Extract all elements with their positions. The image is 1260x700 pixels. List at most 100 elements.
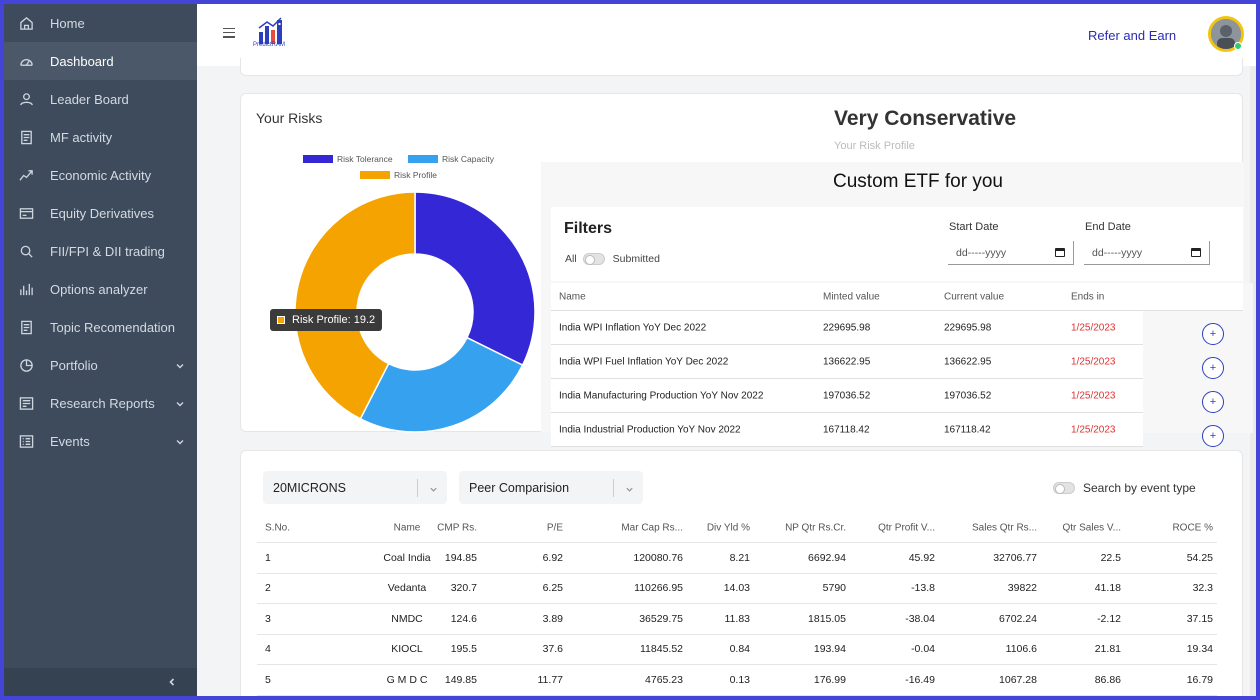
etf-cell-minted: 167118.42 — [823, 424, 870, 435]
add-etf-button[interactable]: + — [1202, 323, 1224, 345]
start-date-input[interactable]: dd-----yyyy — [948, 241, 1074, 265]
add-etf-button[interactable]: + — [1202, 357, 1224, 379]
column-header[interactable]: Ends in — [1071, 291, 1105, 302]
document-icon — [18, 319, 34, 335]
donut-slice-risk-tolerance[interactable] — [414, 191, 536, 367]
risk-donut-chart[interactable] — [293, 190, 537, 434]
logo-text: PredictRAM — [253, 42, 286, 48]
table-cell: 32.3 — [1192, 582, 1213, 595]
list-icon — [18, 433, 34, 449]
add-etf-button[interactable]: + — [1202, 425, 1224, 447]
table-cell: -0.04 — [911, 643, 935, 656]
legend-risk-profile[interactable]: Risk Profile — [360, 170, 437, 180]
table-row: India WPI Fuel Inflation YoY Dec 2022 136… — [551, 345, 1143, 379]
table-row: 3 NMDC 124.6 3.89 36529.75 11.83 1815.05 -38.04… — [257, 604, 1217, 635]
stock-select[interactable]: 20MICRONS — [263, 471, 447, 504]
column-header[interactable]: CMP Rs. — [437, 522, 477, 533]
column-header[interactable]: ROCE % — [1172, 522, 1213, 533]
gauge-icon — [18, 53, 34, 69]
legend-label: Risk Profile — [394, 170, 437, 180]
sidebar-item-dashboard[interactable]: Dashboard — [4, 42, 197, 80]
column-header[interactable]: Sales Qtr Rs... — [971, 522, 1037, 533]
app-logo[interactable] — [253, 14, 293, 52]
sidebar-item-portfolio[interactable]: Portfolio — [4, 346, 197, 384]
column-header[interactable]: Current value — [944, 291, 1005, 302]
chevron-down-icon — [625, 483, 634, 492]
submitted-toggle[interactable] — [582, 253, 605, 265]
sidebar-item-events[interactable]: Events — [4, 422, 197, 460]
chevron-left-icon — [169, 678, 175, 686]
column-header[interactable]: Qtr Profit V... — [878, 522, 935, 533]
risk-card: Your Risks Risk Tolerance Risk Capacity … — [240, 93, 1253, 447]
home-icon — [18, 15, 34, 31]
sidebar-item-label: FII/FPI & DII trading — [50, 243, 165, 259]
table-cell: -2.12 — [1097, 612, 1121, 625]
top-card-edge — [240, 58, 1243, 76]
submitted-toggle-row: All Submitted — [565, 253, 660, 265]
table-cell: 110266.95 — [634, 582, 683, 595]
table-cell: 176.99 — [813, 673, 846, 686]
etf-cell-minted: 197036.52 — [823, 390, 871, 401]
legend-risk-capacity[interactable]: Risk Capacity — [408, 154, 494, 164]
table-cell: 16.79 — [1186, 673, 1213, 686]
trend-icon — [18, 167, 34, 183]
end-date-input[interactable]: dd-----yyyy — [1084, 241, 1210, 265]
donut-slice-risk-capacity[interactable] — [359, 336, 524, 433]
sidebar-item-home[interactable]: Home — [4, 4, 197, 42]
event-type-toggle[interactable] — [1053, 482, 1075, 494]
sidebar-item-label: Events — [50, 433, 90, 449]
table-row: 5 G M D C 149.85 11.77 4765.23 0.13 176.99 -16.… — [257, 665, 1217, 696]
table-cell: 4765.23 — [645, 673, 683, 686]
table-cell: 6692.94 — [808, 551, 846, 564]
column-header[interactable]: P/E — [546, 522, 563, 533]
column-header[interactable]: Name — [393, 522, 421, 533]
etf-cell-ends: 1/25/2023 — [1071, 390, 1116, 401]
column-header[interactable]: Minted value — [823, 291, 880, 302]
sidebar-item-equity-derivatives[interactable]: Equity Derivatives — [4, 194, 197, 232]
stocks-card: 20MICRONS Peer Comparision Search by eve… — [240, 450, 1243, 696]
column-header[interactable]: Name — [559, 291, 586, 302]
stock-table-header: S.No. Name CMP Rs. P/E Mar Cap Rs... Div Yld … — [257, 513, 1217, 543]
column-header[interactable]: Mar Cap Rs... — [621, 522, 683, 533]
etf-cell-name: India Manufacturing Production YoY Nov 2… — [559, 390, 764, 401]
sidebar-item-options-analyzer[interactable]: Options analyzer — [4, 270, 197, 308]
report-icon — [18, 395, 34, 411]
hamburger-menu-icon[interactable] — [223, 28, 235, 38]
table-row: India Manufacturing Production YoY Nov 2… — [551, 379, 1143, 413]
legend-risk-tolerance[interactable]: Risk Tolerance — [303, 154, 393, 164]
collapse-sidebar-button[interactable] — [4, 668, 197, 696]
custom-etf-title: Custom ETF for you — [833, 171, 1003, 192]
table-cell: 5 — [265, 673, 271, 686]
mode-select[interactable]: Peer Comparision — [459, 471, 643, 504]
column-header[interactable]: S.No. — [265, 522, 291, 533]
sidebar-item-leader-board[interactable]: Leader Board — [4, 80, 197, 118]
table-cell: 32706.77 — [993, 551, 1037, 564]
user-avatar[interactable] — [1208, 16, 1244, 52]
page-scrollbar[interactable] — [1250, 66, 1256, 696]
sidebar-item-label: Economic Activity — [50, 167, 152, 183]
filters-title: Filters — [564, 220, 613, 237]
calendar-icon[interactable] — [1055, 248, 1065, 257]
chevron-down-icon — [175, 397, 185, 407]
column-header[interactable]: Div Yld % — [706, 522, 750, 533]
sidebar-item-fii-fpi-dii-trading[interactable]: FII/FPI & DII trading — [4, 232, 197, 270]
column-header[interactable]: Qtr Sales V... — [1062, 522, 1121, 533]
sidebar-item-research-reports[interactable]: Research Reports — [4, 384, 197, 422]
sidebar-item-topic-recomendation[interactable]: Topic Recomendation — [4, 308, 197, 346]
calendar-icon[interactable] — [1191, 248, 1201, 257]
sidebar-item-economic-activity[interactable]: Economic Activity — [4, 156, 197, 194]
toggle-label-submitted: Submitted — [612, 253, 660, 265]
table-cell: NMDC — [391, 612, 423, 625]
etf-cell-name: India WPI Inflation YoY Dec 2022 — [559, 322, 707, 333]
etf-cell-current: 197036.52 — [944, 390, 992, 401]
sidebar-item-mf-activity[interactable]: MF activity — [4, 118, 197, 156]
app-frame: Home Dashboard Leader Board MF activity Econ… — [4, 4, 1256, 696]
add-etf-button[interactable]: + — [1202, 391, 1224, 413]
table-cell: 3 — [265, 612, 271, 625]
table-cell: 124.6 — [450, 612, 477, 625]
etf-cell-current: 136622.95 — [944, 356, 992, 367]
sidebar-item-label: Dashboard — [50, 53, 114, 69]
refer-and-earn-link[interactable]: Refer and Earn — [1088, 28, 1177, 43]
sidebar-item-label: Options analyzer — [50, 281, 148, 297]
column-header[interactable]: NP Qtr Rs.Cr. — [785, 522, 846, 533]
